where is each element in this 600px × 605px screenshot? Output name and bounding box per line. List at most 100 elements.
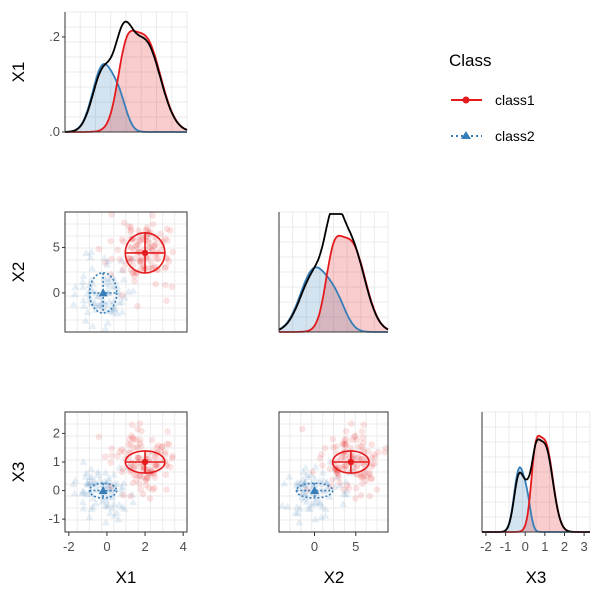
panel-x1-x3-class1-point-84 — [167, 463, 174, 471]
panel-x2-x3-class1-point-63 — [364, 448, 372, 456]
panel-x1-x3-class1-point-7 — [137, 486, 145, 493]
panel-x1-x2-class1-point-1 — [149, 212, 156, 219]
panel-x1-x2-class1-point-27 — [162, 281, 169, 289]
panel-x1-x2-class2-point-40 — [105, 281, 114, 289]
panel-x1-x2-class2-point-23 — [102, 300, 110, 308]
panel-x1-x2-class1-point-41 — [153, 255, 160, 263]
row-axis-title-x1: X1 — [9, 62, 28, 83]
panel-x1-x2-class1-point-68 — [128, 244, 135, 252]
panel-x1-x3-class2-point-63 — [87, 489, 95, 497]
panel-x2-x3-class1-point-23 — [344, 481, 351, 489]
panel-x1-x3-class2-point-62 — [91, 482, 100, 490]
panel-x1-x2-class1-point-42 — [135, 241, 142, 249]
panel-x1-x3-class1-point-17 — [134, 425, 141, 433]
panel-x1-x2-class1-point-36 — [129, 269, 136, 277]
panel-x1-x2-class1-point-109 — [127, 223, 135, 231]
panel-x2-x3-class1-point-111 — [304, 486, 311, 493]
panel-x1-density — [64, 11, 188, 133]
panel-x1-x2-class2-point-71 — [80, 301, 89, 309]
panel-x1-x2-class1-point-35 — [108, 211, 115, 218]
panel-x1-x3-class1-point-90 — [147, 466, 154, 473]
panel-x1-x2-class2-point-59 — [108, 304, 117, 312]
panel-x1-x2-class1-point-37 — [150, 242, 158, 250]
panel-x2-x3-class1-point-96 — [353, 484, 360, 492]
panel-x2-x3-class1-point-71 — [351, 433, 358, 441]
panel-x1-x3-class1-point-38 — [136, 472, 143, 480]
panel-x1-x2-class1-point-31 — [101, 259, 109, 267]
panel-x2-x3-class1-point-72 — [338, 463, 346, 471]
panel-x1-x2-class1-point-67 — [161, 235, 169, 242]
panel-x1-x3-class1-point-9 — [130, 435, 138, 443]
panel-x1-x3-class1-point-18 — [118, 446, 126, 453]
panel-x1-x2-class1-point-111 — [163, 297, 170, 305]
panel-x1-x3-class1-point-47 — [154, 463, 162, 470]
panel-x2-x3-class1-point-65 — [374, 448, 382, 456]
panel-x1-x2-class2-point-31 — [88, 322, 97, 329]
panel-x1-x3-class1-point-71 — [95, 433, 103, 441]
panel-x2-x3-class1-point-92 — [359, 480, 366, 488]
panel-x2-x3-class1-point-109 — [371, 460, 378, 467]
x1-x-tick-label: 0 — [103, 539, 110, 554]
panel-x1-x2-class1-point-4 — [164, 237, 171, 244]
panel-x2-x3-class2-point-38 — [322, 478, 331, 486]
panel-x2-x3-class1-point-69 — [359, 439, 367, 447]
panel-x1-x2-class1-point-99 — [135, 227, 142, 234]
panel-x2-x3-class2-point-45 — [303, 497, 312, 505]
panel-x2-x3-class1-point-2 — [367, 475, 375, 482]
panel-x1-x3-class2-point-18 — [128, 490, 137, 498]
panel-x2-x3-class1-point-66 — [359, 474, 367, 481]
panel-x1-x2-class2-point-18 — [128, 254, 137, 261]
panel-x1-x2-class1-point-117 — [108, 255, 115, 263]
panel-x1-x2-class2-point-65 — [94, 301, 102, 309]
panel-x1-x3-class2-point-37 — [101, 468, 110, 476]
panel-x1-x2-class2-point-10 — [117, 298, 126, 306]
panel-x1-x2-class1-point-76 — [155, 255, 162, 263]
panel-x1-x2-class1-point-73 — [132, 242, 140, 250]
panel-x1-x3-class1-point-4 — [164, 428, 171, 435]
panel-x2-x3-class1-point-81 — [355, 443, 362, 451]
panel-x2-x3-class1-point-85 — [366, 470, 374, 478]
panel-x1-x2-class1-point-66 — [139, 236, 146, 243]
panel-x1-x3-class1-point-2 — [143, 475, 151, 482]
panel-x2-x3-class2-point-70 — [298, 475, 307, 483]
panel-x2-x3-class2-point-6 — [312, 498, 321, 506]
panel-x1-x3-class1-point-42 — [135, 454, 142, 462]
panel-x2-x3-class2-point-9 — [303, 493, 311, 500]
panel-x2-x3-class2-point-53 — [331, 482, 340, 490]
panel-x1-x2-class1-point-14 — [131, 272, 138, 280]
panel-x2-x3-class1-point-79 — [359, 434, 367, 442]
panel-x1-x3-class2-point-26 — [105, 509, 114, 517]
x3-x-tick-label: 3 — [580, 539, 587, 554]
panel-x1-density-total-density-line — [65, 20, 188, 133]
panel-x2-x3-class1-point-64 — [373, 486, 381, 493]
panel-x2-x3-class2-point-4 — [301, 478, 310, 486]
panel-x1-x3-class2-point-54 — [71, 476, 80, 484]
panel-x2-x3-class1-point-43 — [358, 443, 365, 450]
panel-x1-x3-class2-point-40 — [105, 485, 114, 493]
panel-x1-x2-class1-point-119 — [145, 239, 153, 246]
panel-x2-x3-border — [278, 411, 389, 533]
panel-x1-x2-class1-point-87 — [107, 237, 114, 245]
panel-x2-x3-class1-point-97 — [343, 462, 350, 470]
panel-x2-x3-class1-point-95 — [360, 471, 368, 479]
panel-x1-x2-class2-point-5 — [103, 257, 112, 265]
panel-x1-x3-class2-point-16 — [120, 504, 129, 512]
panel-x2-x3-class1-point-44 — [352, 495, 359, 502]
panel-x1-x2-class2-point-15 — [119, 275, 128, 283]
panel-x2-x3-class1-point-16 — [345, 484, 353, 492]
panel-x2-x3-class1-point-22 — [368, 475, 375, 482]
panel-x1-x2-class1-point-61 — [133, 242, 140, 249]
density-y-tick-label: .2 — [49, 29, 60, 44]
col-axis-title-x2: X2 — [324, 568, 345, 587]
panel-x2-x3-class1-point-19 — [333, 469, 341, 477]
panel-x1-x3-class2-point-19 — [88, 503, 97, 511]
panel-x1-x3-class1-point-56 — [130, 464, 138, 472]
panel-x1-x2-class1-point-56 — [130, 246, 138, 254]
panel-x3-density — [481, 411, 591, 533]
panel-x1-x3-class2-point-75 — [102, 518, 110, 526]
panel-x1-x2-class1-point-75 — [131, 255, 138, 263]
panel-x1-x3-class1-point-16 — [151, 484, 158, 492]
panel-x1-x2-class2-point-16 — [120, 293, 129, 301]
x3-y-tick-label: 0 — [53, 483, 60, 498]
panel-x1-x2-class1-point-116 — [137, 256, 144, 264]
